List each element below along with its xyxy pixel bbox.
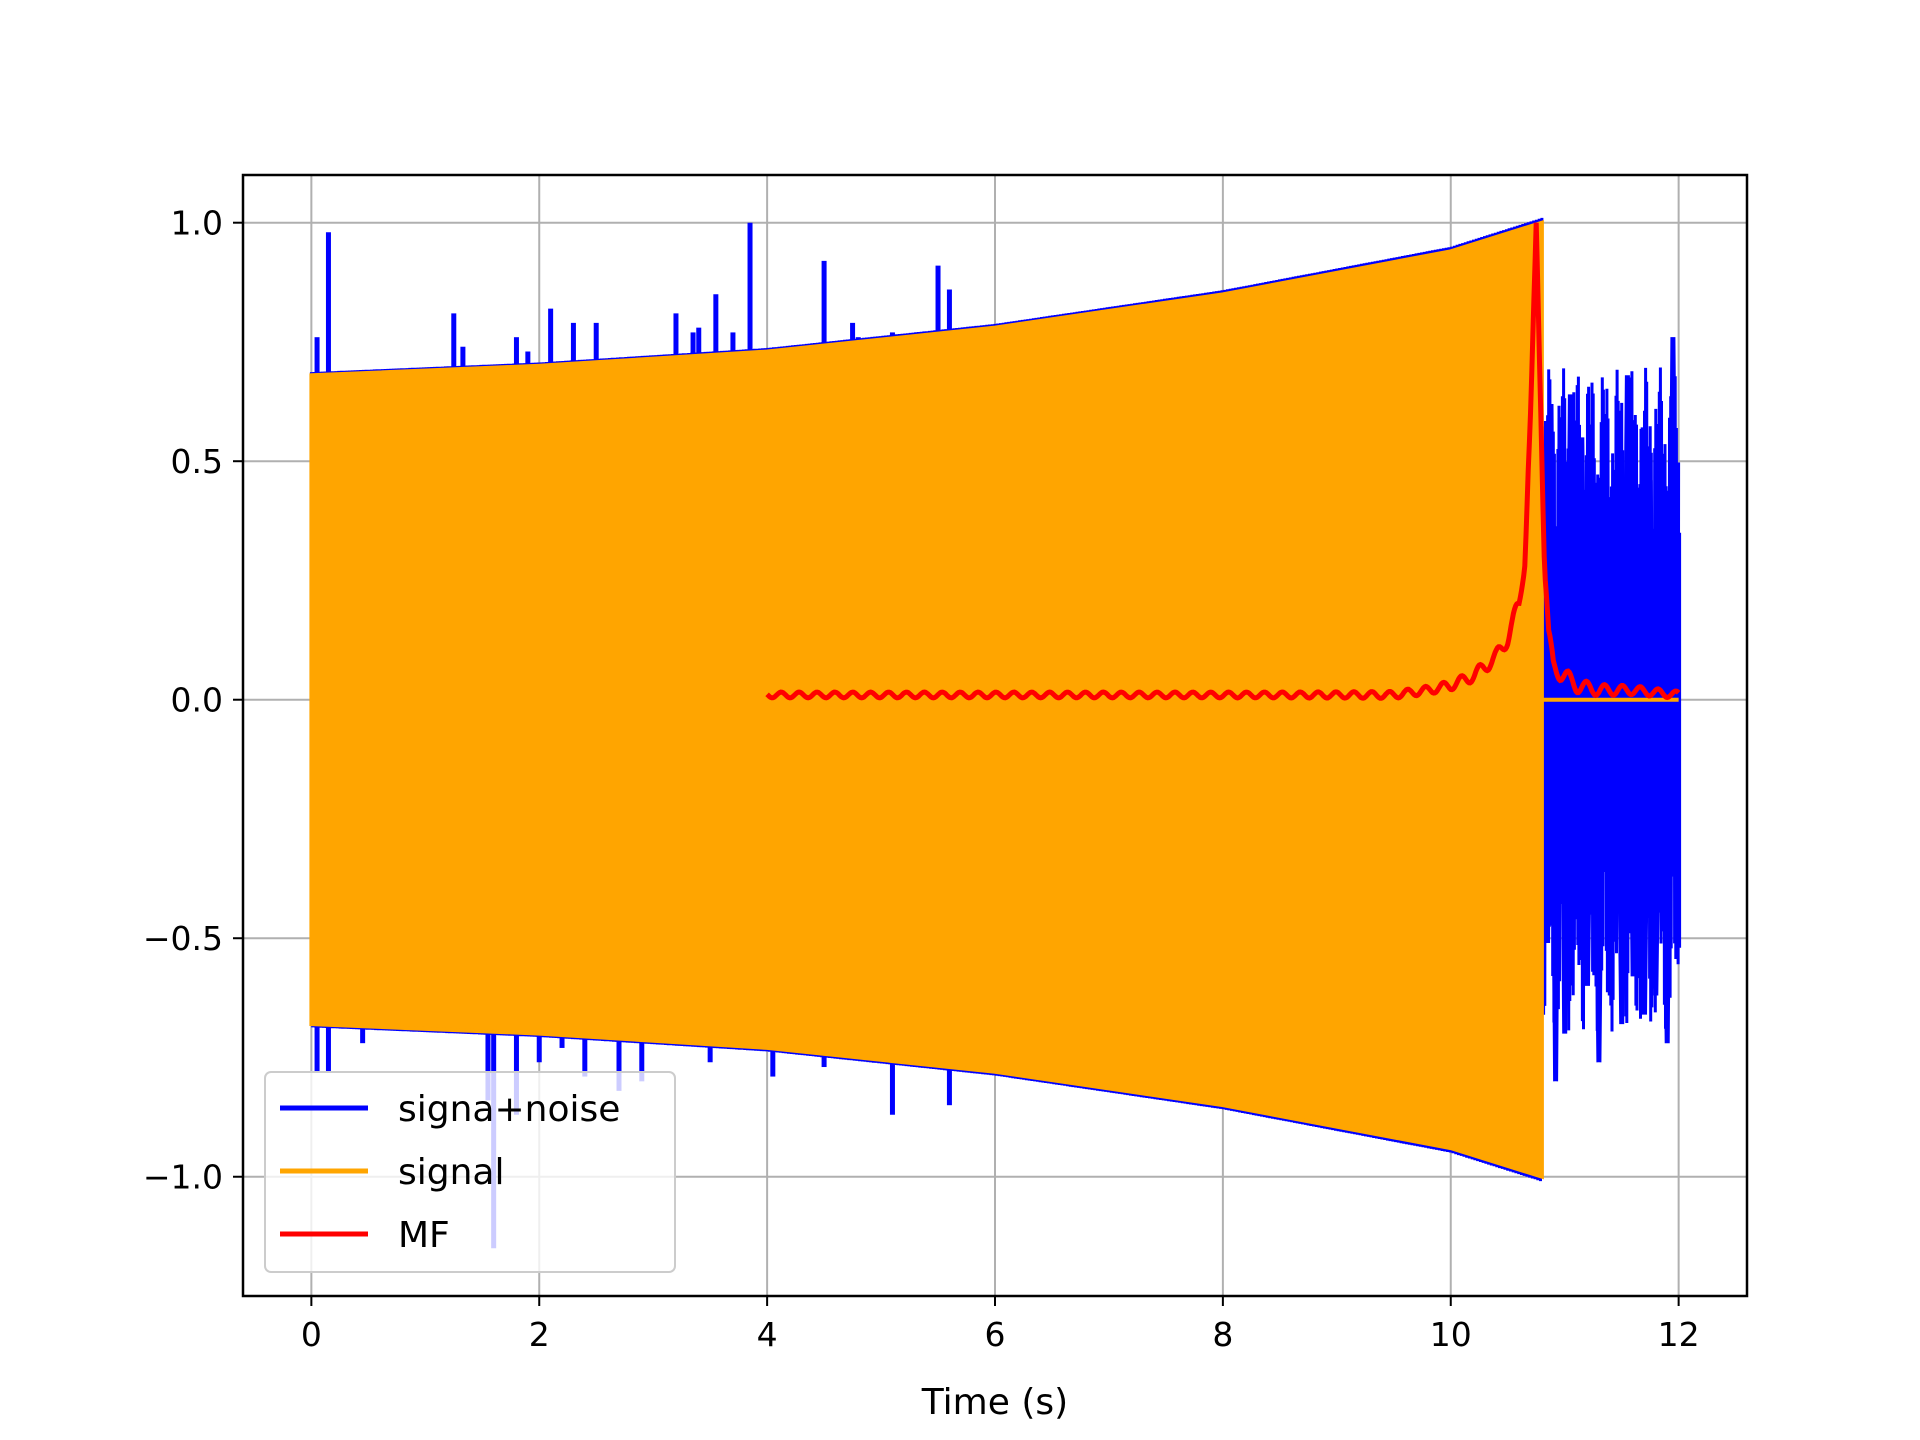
mf-line	[765, 222, 1681, 701]
signal-band	[309, 219, 1544, 1180]
x-tick-label: 0	[301, 1315, 322, 1354]
legend: signa+noise signal MF	[264, 1071, 676, 1273]
axes	[233, 173, 1749, 1306]
x-tick-label: 2	[529, 1315, 550, 1354]
x-tick-label: 10	[1430, 1315, 1472, 1354]
x-tick-label: 4	[757, 1315, 778, 1354]
y-tick-label: 1.0	[171, 204, 223, 243]
legend-label: MF	[398, 1215, 450, 1256]
y-tick-label: −0.5	[143, 919, 223, 958]
y-tick-label: −1.0	[143, 1158, 223, 1197]
y-tick-label: 0.0	[171, 681, 223, 720]
tick-labels: 0 2 4 6 8 10 12 1.0 0.5 0.0 −0.5 −1.0	[143, 204, 1700, 1354]
y-tick-label: 0.5	[171, 442, 223, 481]
legend-label: signal	[398, 1152, 505, 1193]
x-tick-label: 12	[1658, 1315, 1700, 1354]
legend-box	[264, 1071, 676, 1273]
plot-area	[309, 217, 1682, 1249]
x-tick-label: 6	[985, 1315, 1006, 1354]
legend-label: signa+noise	[398, 1089, 620, 1130]
x-axis-label: Time (s)	[921, 1382, 1068, 1423]
noise-tail-dense	[1540, 367, 1681, 1032]
x-tick-label: 8	[1212, 1315, 1233, 1354]
